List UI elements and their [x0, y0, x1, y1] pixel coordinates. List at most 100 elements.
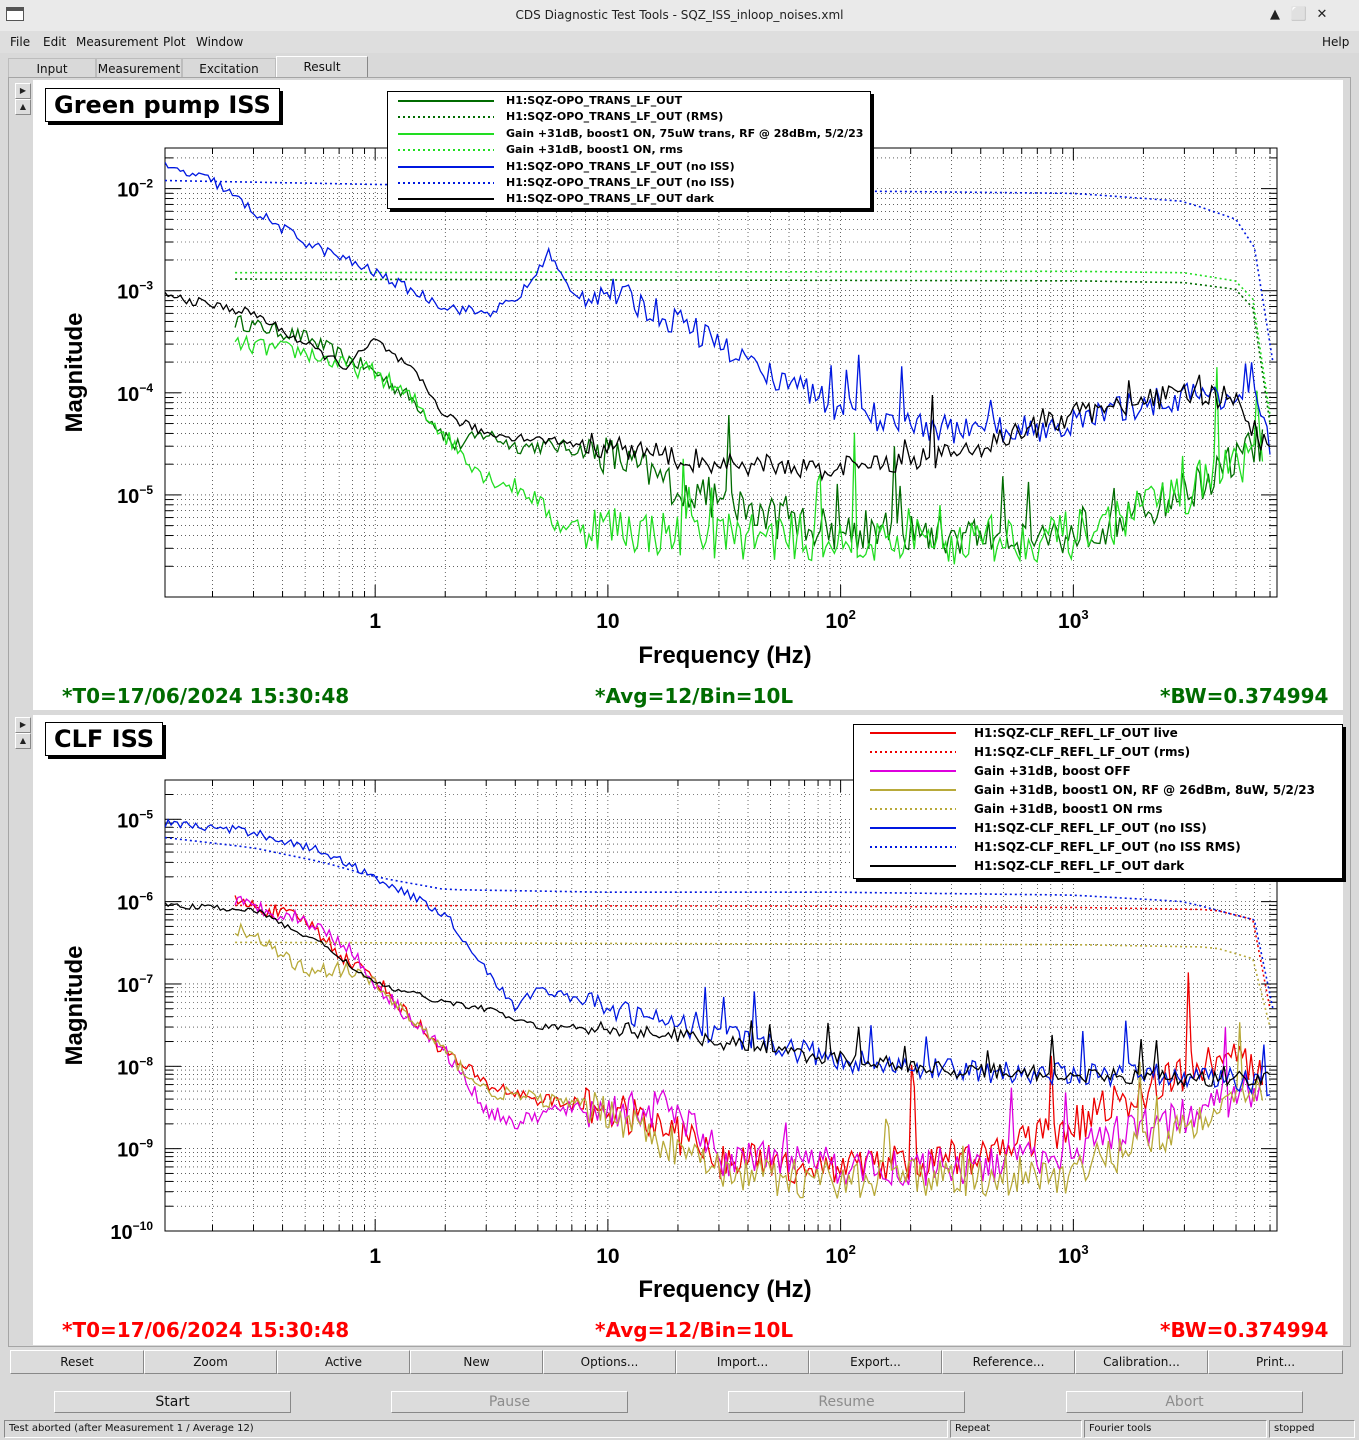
x-tick-label: 10 [596, 1245, 619, 1268]
legend-entry: H1:SQZ-CLF_REFL_LF_OUT (no ISS RMS) [854, 839, 1342, 855]
series-group [165, 161, 1274, 565]
y-tick-label: 10−6 [117, 890, 153, 915]
y-tick-label: 10−5 [117, 483, 153, 508]
pad2-collapse-icon[interactable]: ▶ [15, 717, 31, 733]
reference-button[interactable]: Reference... [942, 1350, 1075, 1374]
x-tick-label: 102 [825, 607, 856, 633]
status-tools: Fourier tools [1084, 1420, 1267, 1438]
legend-swatch [870, 808, 956, 810]
legend-label: Gain +31dB, boost1 ON, rms [506, 143, 683, 157]
chart-0: 1 10 102 103 10−5 10−4 10−3 10−2 Frequency (Hz) M… [61, 147, 1278, 669]
legend-entry: H1:SQZ-OPO_TRANS_LF_OUT (no ISS) [388, 159, 870, 175]
legend-swatch [870, 770, 956, 772]
bw-label: *BW=0.374994 [1160, 1318, 1329, 1342]
menu-edit[interactable]: Edit [43, 35, 67, 49]
pad1-expand-icon[interactable]: ▲ [15, 99, 31, 115]
menu-plot[interactable]: Plot [163, 35, 186, 49]
x-tick-label: 10 [596, 610, 619, 633]
legend-swatch [398, 149, 494, 152]
reset-button[interactable]: Reset [10, 1350, 144, 1374]
menu-help[interactable]: Help [1322, 35, 1350, 49]
minimize-icon[interactable]: ▲ [1270, 7, 1280, 22]
legend-entry: Gain +31dB, boost1 ON rms [854, 801, 1342, 817]
plot-button-bar: Reset Zoom Active New Options... Import.… [10, 1350, 1343, 1374]
series-line-6 [165, 291, 1271, 482]
legend-swatch [870, 751, 956, 753]
legend-label: Gain +31dB, boost1 ON, 75uW trans, RF @ … [506, 126, 864, 140]
legend-swatch [398, 116, 494, 119]
pad2-expand-icon[interactable]: ▲ [15, 733, 31, 749]
y-tick-label: 10−4 [117, 381, 153, 406]
y-tick-label: 10−8 [117, 1054, 153, 1079]
active-button[interactable]: Active [277, 1350, 410, 1374]
legend-entry: Gain +31dB, boost1 ON, 75uW trans, RF @ … [388, 126, 870, 142]
tab-excitation[interactable]: Excitation [182, 58, 276, 78]
series-line-2 [234, 895, 1264, 1187]
series-line-0 [234, 895, 1264, 1185]
legend-label: Gain +31dB, boost1 ON rms [974, 802, 1163, 816]
tab-bar: Input Measurement Excitation Result [8, 56, 1351, 78]
avg-label: *Avg=12/Bin=10L [595, 684, 794, 708]
x-tick-label: 102 [825, 1242, 856, 1268]
legend-swatch [398, 100, 494, 102]
tab-measurement[interactable]: Measurement [96, 58, 182, 78]
x-tick-label: 1 [369, 1245, 381, 1268]
series-line-2 [234, 334, 1264, 565]
y-tick-label: 10−9 [117, 1137, 153, 1162]
zoom-button[interactable]: Zoom [144, 1350, 277, 1374]
status-repeat: Repeat [950, 1420, 1082, 1438]
legend-label: H1:SQZ-CLF_REFL_LF_OUT (no ISS RMS) [974, 840, 1241, 854]
menu-measurement[interactable]: Measurement [76, 35, 159, 49]
pause-button[interactable]: Pause [391, 1391, 628, 1413]
legend-green-pump[interactable]: H1:SQZ-OPO_TRANS_LF_OUT H1:SQZ-OPO_TRANS_… [387, 91, 871, 209]
legend-label: Gain +31dB, boost OFF [974, 764, 1131, 778]
legend-label: H1:SQZ-OPO_TRANS_LF_OUT [506, 94, 683, 107]
legend-label: H1:SQZ-OPO_TRANS_LF_OUT (no ISS) [506, 159, 735, 173]
new-button[interactable]: New [410, 1350, 543, 1374]
legend-entry: H1:SQZ-CLF_REFL_LF_OUT dark [854, 858, 1342, 874]
menu-file[interactable]: File [10, 35, 31, 49]
grid [165, 148, 1277, 598]
legend-label: H1:SQZ-CLF_REFL_LF_OUT (no ISS) [974, 821, 1207, 835]
legend-swatch [870, 865, 956, 867]
maximize-icon[interactable]: ⬜ [1290, 7, 1308, 22]
options-button[interactable]: Options... [543, 1350, 676, 1374]
legend-label: H1:SQZ-CLF_REFL_LF_OUT (rms) [974, 745, 1191, 759]
close-icon[interactable]: ✕ [1316, 7, 1328, 22]
tab-input[interactable]: Input [8, 58, 96, 78]
import-button[interactable]: Import... [676, 1350, 809, 1374]
y-tick-label: 10−2 [117, 177, 153, 202]
abort-button[interactable]: Abort [1066, 1391, 1303, 1413]
legend-label: H1:SQZ-OPO_TRANS_LF_OUT (no ISS) [506, 176, 735, 189]
window-icon[interactable] [6, 7, 24, 21]
bw-label: *BW=0.374994 [1160, 684, 1329, 708]
series-line-3 [234, 922, 1264, 1199]
status-bar: Test aborted (after Measurement 1 / Aver… [0, 1419, 1359, 1440]
print-button[interactable]: Print... [1208, 1350, 1343, 1374]
menu-window[interactable]: Window [196, 35, 244, 49]
start-button[interactable]: Start [54, 1391, 291, 1413]
tab-result[interactable]: Result [276, 56, 368, 78]
legend-clf[interactable]: H1:SQZ-CLF_REFL_LF_OUT live H1:SQZ-CLF_RE… [853, 724, 1343, 879]
legend-label: H1:SQZ-OPO_TRANS_LF_OUT (RMS) [506, 110, 724, 124]
legend-label: H1:SQZ-CLF_REFL_LF_OUT dark [974, 859, 1185, 873]
legend-entry: H1:SQZ-OPO_TRANS_LF_OUT (no ISS) [388, 175, 870, 191]
avg-label: *Avg=12/Bin=10L [595, 1318, 794, 1342]
legend-label: H1:SQZ-OPO_TRANS_LF_OUT dark [506, 192, 714, 206]
legend-entry: H1:SQZ-OPO_TRANS_LF_OUT [388, 93, 870, 109]
legend-swatch [398, 198, 494, 201]
legend-entry: H1:SQZ-CLF_REFL_LF_OUT (no ISS) [854, 820, 1342, 836]
legend-entry: Gain +31dB, boost OFF [854, 763, 1342, 779]
legend-entry: Gain +31dB, boost1 ON, RF @ 26dBm, 8uW, … [854, 782, 1342, 798]
menu-bar: File Edit Measurement Plot Window Help [0, 31, 1359, 53]
legend-swatch [398, 165, 494, 168]
legend-entry: H1:SQZ-OPO_TRANS_LF_OUT dark [388, 191, 870, 207]
export-button[interactable]: Export... [809, 1350, 942, 1374]
calibration-button[interactable]: Calibration... [1075, 1350, 1208, 1374]
plot-frame [164, 147, 1278, 598]
y-axis-label: Magnitude [61, 946, 88, 1066]
pad1-collapse-icon[interactable]: ▶ [15, 83, 31, 99]
resume-button[interactable]: Resume [728, 1391, 965, 1413]
series-group [165, 818, 1274, 1199]
